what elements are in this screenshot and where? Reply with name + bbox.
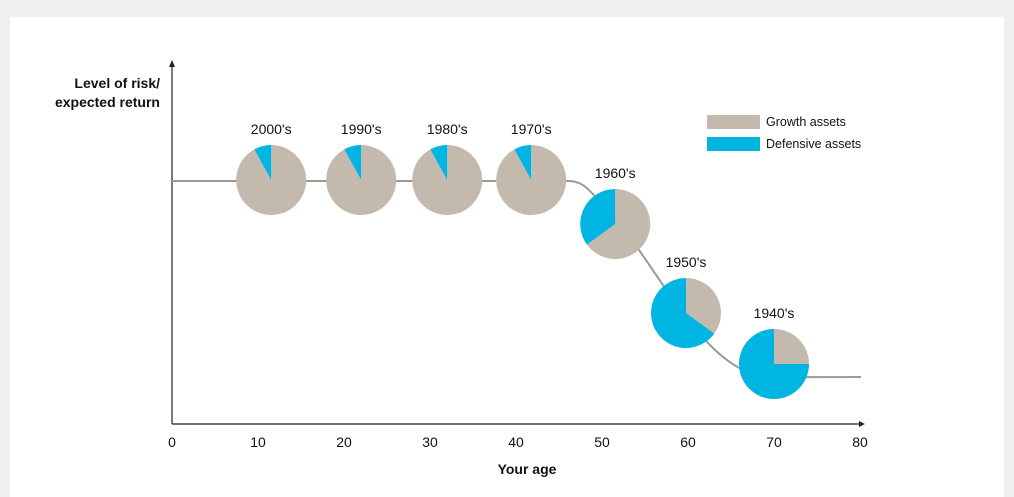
pie-label: 2000's <box>251 121 292 137</box>
legend: Growth assets Defensive assets <box>707 115 861 151</box>
pie-slice-growth <box>686 278 721 334</box>
pie-1980's: 1980's <box>412 121 483 215</box>
pie-slice-defensive <box>514 145 532 180</box>
pie-slice-growth <box>774 329 809 364</box>
y-axis-label: Level of risk/expected return <box>55 75 160 110</box>
pie-slice-defensive <box>651 278 715 348</box>
x-tick-label: 30 <box>422 434 438 450</box>
y-axis-label-line: expected return <box>55 94 160 110</box>
x-tick-label: 10 <box>250 434 266 450</box>
pie-slice-growth <box>586 189 651 259</box>
legend-label: Defensive assets <box>766 137 861 151</box>
pie-label: 1960's <box>595 165 636 181</box>
x-tick-label: 70 <box>766 434 782 450</box>
pie-1970's: 1970's <box>496 121 567 215</box>
pie-label: 1940's <box>754 305 795 321</box>
pie-1950's: 1950's <box>651 254 721 348</box>
pie-1960's: 1960's <box>580 165 651 259</box>
pie-label: 1980's <box>427 121 468 137</box>
x-tick-label: 0 <box>168 434 176 450</box>
pie-slice-defensive <box>254 145 272 180</box>
x-tick-label: 80 <box>852 434 868 450</box>
pie-slice-defensive <box>739 329 809 399</box>
x-tick-label: 60 <box>680 434 696 450</box>
x-tick-label: 50 <box>594 434 610 450</box>
x-axis-label: Your age <box>498 461 557 477</box>
legend-swatch <box>707 115 760 129</box>
risk-return-chart: 0 10 20 30 40 50 60 70 80 Level of risk/expected… <box>55 60 868 477</box>
pie-slice-defensive <box>580 189 616 245</box>
x-tick-label: 20 <box>336 434 352 450</box>
pie-1940's: 1940's <box>739 305 809 399</box>
y-axis-arrow <box>169 60 175 67</box>
pie-1990's: 1990's <box>326 121 397 215</box>
chart-panel: 0 10 20 30 40 50 60 70 80 Level of risk/expected… <box>10 17 1004 497</box>
x-tick-labels: 0 10 20 30 40 50 60 70 80 <box>168 434 868 450</box>
axes <box>169 60 865 427</box>
pie-label: 1970's <box>511 121 552 137</box>
pie-label: 1990's <box>341 121 382 137</box>
y-axis-label-line: Level of risk/ <box>74 75 160 91</box>
x-axis-arrow <box>859 421 865 427</box>
pie-slice-defensive <box>430 145 448 180</box>
legend-swatch <box>707 137 760 151</box>
pie-2000's: 2000's <box>236 121 307 215</box>
pie-group: 2000's 1990's 1980's 1970's 1960's 1950's 1940… <box>236 121 809 399</box>
pie-slice-defensive <box>344 145 362 180</box>
pie-label: 1950's <box>666 254 707 270</box>
x-tick-label: 40 <box>508 434 524 450</box>
legend-label: Growth assets <box>766 115 846 129</box>
